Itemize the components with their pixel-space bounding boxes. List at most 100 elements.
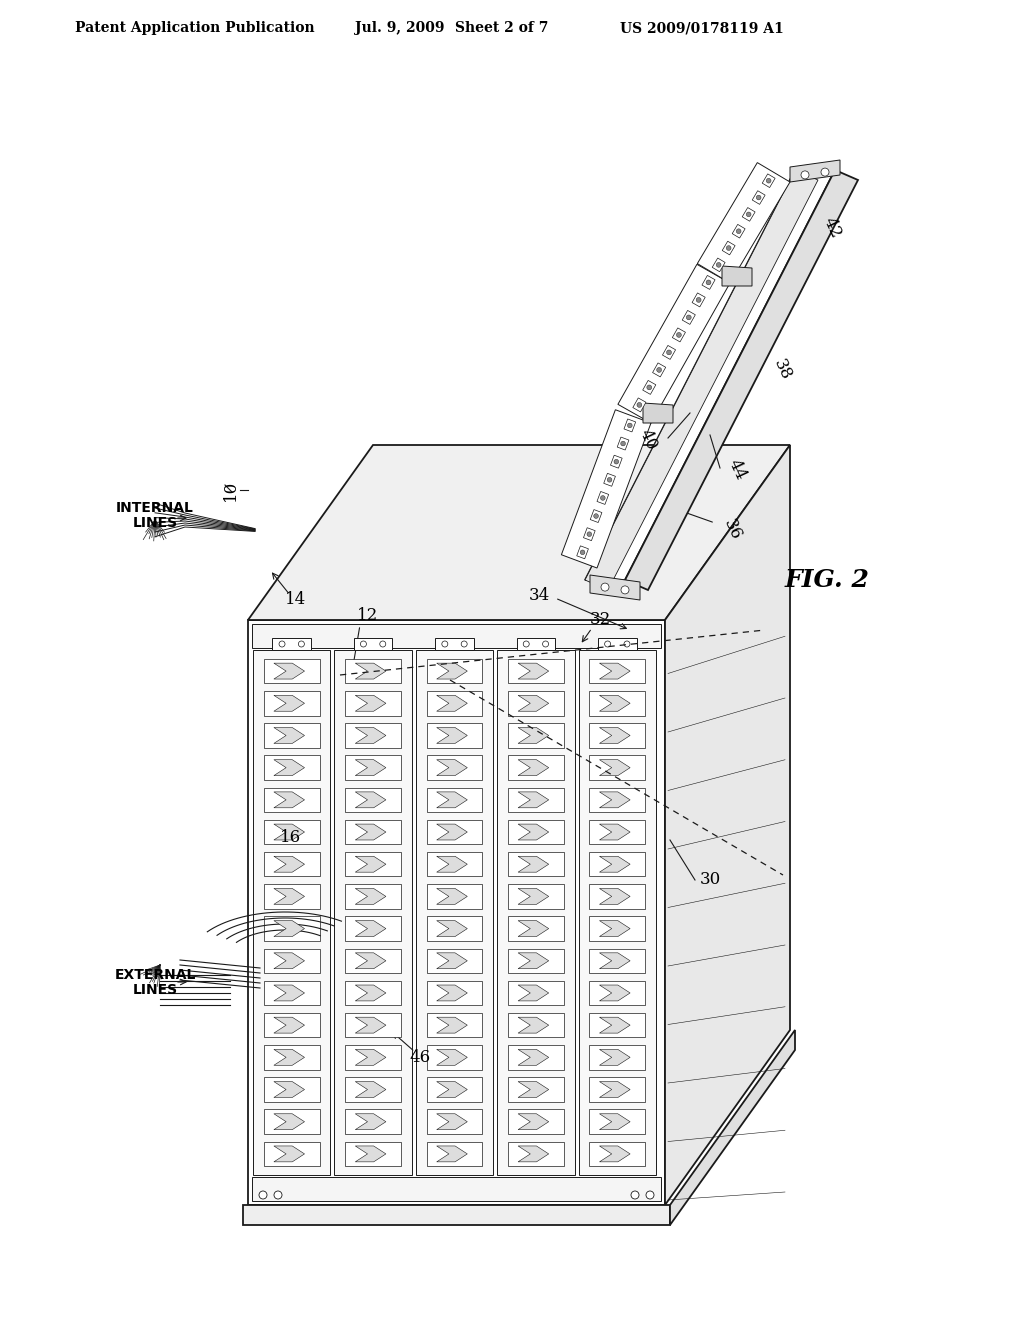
- Polygon shape: [273, 727, 304, 743]
- Polygon shape: [508, 723, 564, 747]
- Polygon shape: [722, 267, 752, 286]
- Polygon shape: [590, 916, 645, 941]
- Polygon shape: [427, 949, 482, 973]
- Circle shape: [628, 424, 632, 428]
- Polygon shape: [508, 981, 564, 1006]
- Polygon shape: [617, 264, 730, 422]
- Polygon shape: [436, 985, 467, 1001]
- Polygon shape: [264, 1045, 319, 1069]
- Polygon shape: [682, 310, 695, 325]
- Polygon shape: [590, 755, 645, 780]
- Polygon shape: [243, 1205, 670, 1225]
- Text: EXTERNAL: EXTERNAL: [115, 968, 196, 982]
- Polygon shape: [264, 1110, 319, 1134]
- Circle shape: [726, 246, 731, 251]
- Polygon shape: [355, 857, 386, 873]
- Polygon shape: [518, 920, 549, 937]
- Polygon shape: [272, 638, 311, 649]
- Circle shape: [746, 213, 751, 216]
- Polygon shape: [436, 1114, 467, 1130]
- Polygon shape: [345, 1077, 401, 1102]
- Polygon shape: [427, 884, 482, 908]
- Polygon shape: [579, 649, 656, 1175]
- Polygon shape: [508, 884, 564, 908]
- Polygon shape: [248, 445, 790, 620]
- Polygon shape: [345, 1045, 401, 1069]
- Polygon shape: [508, 949, 564, 973]
- Polygon shape: [697, 162, 790, 282]
- Polygon shape: [264, 949, 319, 973]
- Circle shape: [600, 495, 605, 500]
- Polygon shape: [427, 1110, 482, 1134]
- Polygon shape: [518, 888, 549, 904]
- Polygon shape: [273, 760, 304, 776]
- Circle shape: [631, 1191, 639, 1199]
- Polygon shape: [652, 363, 666, 378]
- Polygon shape: [273, 985, 304, 1001]
- Polygon shape: [248, 620, 665, 1205]
- Polygon shape: [713, 257, 725, 272]
- Text: 40: 40: [636, 426, 660, 453]
- Polygon shape: [264, 884, 319, 908]
- Polygon shape: [427, 981, 482, 1006]
- Circle shape: [380, 642, 386, 647]
- Circle shape: [686, 315, 691, 319]
- Polygon shape: [643, 403, 673, 422]
- Polygon shape: [345, 820, 401, 845]
- Polygon shape: [590, 1077, 645, 1102]
- Circle shape: [647, 385, 651, 389]
- Circle shape: [766, 178, 771, 183]
- Circle shape: [646, 1191, 654, 1199]
- Polygon shape: [355, 1081, 386, 1097]
- Text: 12: 12: [357, 606, 379, 623]
- Text: 44: 44: [725, 457, 750, 483]
- Polygon shape: [692, 293, 706, 306]
- Polygon shape: [742, 207, 755, 222]
- Polygon shape: [508, 1110, 564, 1134]
- Polygon shape: [345, 692, 401, 715]
- Text: 38: 38: [770, 356, 795, 383]
- Polygon shape: [355, 920, 386, 937]
- Polygon shape: [355, 760, 386, 776]
- Polygon shape: [264, 851, 319, 876]
- Polygon shape: [273, 792, 304, 808]
- Polygon shape: [436, 888, 467, 904]
- Polygon shape: [252, 1177, 662, 1201]
- Polygon shape: [599, 920, 630, 937]
- Polygon shape: [427, 788, 482, 812]
- Polygon shape: [355, 985, 386, 1001]
- Polygon shape: [599, 953, 630, 969]
- Polygon shape: [427, 1142, 482, 1166]
- Polygon shape: [355, 663, 386, 678]
- Polygon shape: [355, 824, 386, 840]
- Polygon shape: [585, 170, 818, 590]
- Circle shape: [274, 1191, 282, 1199]
- Circle shape: [667, 350, 672, 355]
- Text: 10: 10: [221, 479, 239, 500]
- Circle shape: [604, 642, 610, 647]
- Polygon shape: [508, 788, 564, 812]
- Polygon shape: [427, 692, 482, 715]
- Polygon shape: [273, 953, 304, 969]
- Polygon shape: [673, 327, 685, 342]
- Polygon shape: [518, 727, 549, 743]
- Polygon shape: [518, 824, 549, 840]
- Polygon shape: [599, 792, 630, 808]
- Circle shape: [757, 195, 761, 199]
- Polygon shape: [663, 346, 676, 359]
- Polygon shape: [273, 1049, 304, 1065]
- Polygon shape: [436, 663, 467, 678]
- Polygon shape: [508, 659, 564, 684]
- Circle shape: [298, 642, 304, 647]
- Polygon shape: [625, 170, 858, 590]
- Circle shape: [656, 367, 662, 372]
- Circle shape: [624, 642, 630, 647]
- Text: 30: 30: [700, 871, 721, 888]
- Polygon shape: [516, 638, 555, 649]
- Polygon shape: [355, 1114, 386, 1130]
- Polygon shape: [599, 1114, 630, 1130]
- Polygon shape: [273, 663, 304, 678]
- Polygon shape: [435, 638, 474, 649]
- Polygon shape: [345, 659, 401, 684]
- Polygon shape: [624, 418, 636, 432]
